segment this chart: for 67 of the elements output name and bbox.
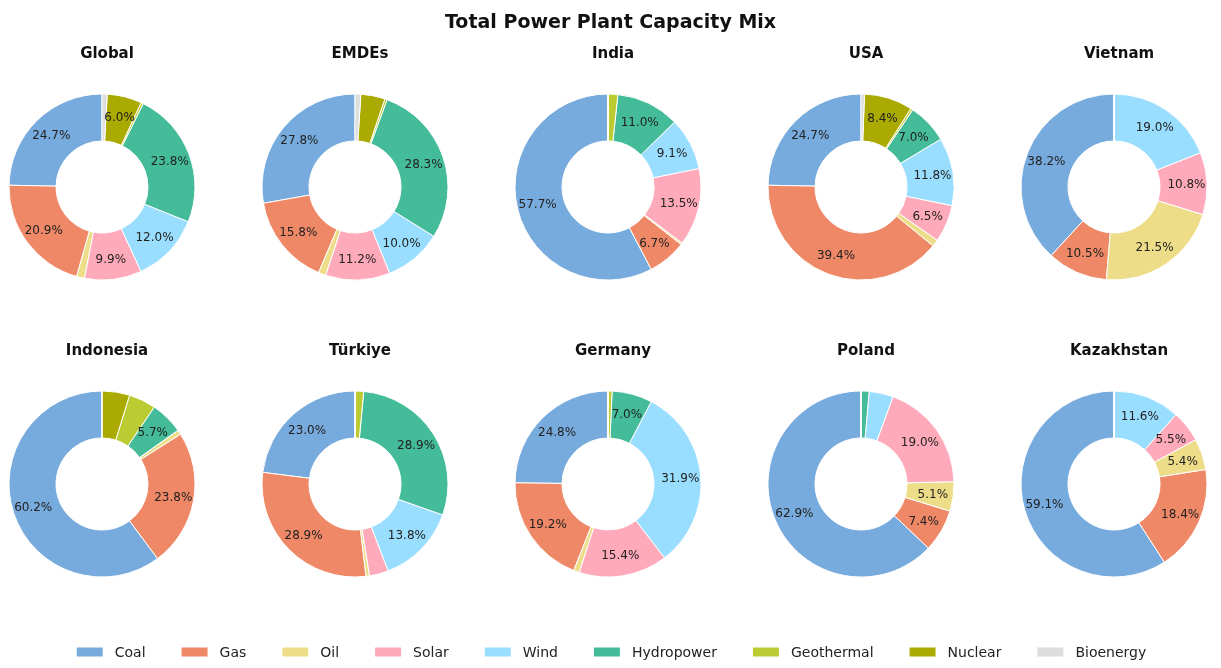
- legend-label: Bioenergy: [1075, 644, 1147, 660]
- data-label: 5.4%: [1167, 453, 1198, 468]
- data-label: 62.9%: [775, 505, 814, 520]
- data-label: 7.0%: [611, 407, 643, 422]
- slice-label: Vietnam: [1083, 43, 1155, 62]
- data-label: 23.0%: [287, 422, 327, 437]
- data-label: 19.0%: [1135, 120, 1174, 135]
- data-label: 39.4%: [816, 248, 856, 263]
- slice-label: EMDEs: [331, 43, 389, 62]
- data-label: 28.9%: [284, 528, 323, 543]
- data-label: 8.4%: [867, 110, 898, 125]
- data-label: 20.9%: [24, 223, 63, 238]
- data-label: 5.1%: [917, 486, 949, 501]
- data-label: 21.5%: [1135, 240, 1174, 255]
- data-label: 12.0%: [135, 229, 174, 244]
- slice-label: Kazakhstan: [1069, 340, 1169, 359]
- data-label: 11.8%: [913, 167, 952, 182]
- data-label: 28.9%: [397, 437, 436, 452]
- data-label: 7.4%: [908, 513, 939, 528]
- data-label: 6.7%: [639, 235, 670, 250]
- data-label: 23.8%: [150, 154, 189, 169]
- legend-label: Solar: [413, 644, 449, 660]
- data-label: 10.0%: [382, 235, 421, 250]
- data-label: 19.2%: [528, 517, 567, 532]
- slice-label: Global: [80, 43, 134, 62]
- data-label: 24.7%: [791, 128, 830, 143]
- data-label: 15.8%: [279, 225, 318, 240]
- slice-label: Türkiye: [329, 340, 391, 359]
- chart-title: Total Power Plant Capacity Mix: [444, 9, 777, 32]
- data-label: 23.8%: [154, 490, 193, 505]
- data-label: 15.4%: [601, 548, 640, 563]
- data-label: 10.5%: [1065, 246, 1105, 261]
- data-label: 38.2%: [1027, 153, 1066, 168]
- data-label: 59.1%: [1025, 497, 1064, 512]
- data-label: 9.9%: [95, 251, 127, 266]
- data-label: 10.8%: [1167, 177, 1206, 192]
- data-label: 13.8%: [387, 527, 426, 542]
- legend-label: Hydropower: [631, 644, 718, 660]
- data-label: 9.1%: [656, 146, 688, 161]
- data-label: 19.0%: [900, 434, 939, 449]
- data-label: 60.2%: [14, 499, 53, 514]
- data-label: 11.0%: [620, 114, 659, 129]
- legend-label: Gas: [219, 644, 247, 660]
- data-label: 27.8%: [280, 133, 319, 148]
- data-label: 24.8%: [538, 425, 577, 440]
- data-label: 13.5%: [659, 196, 698, 211]
- slice-label: Germany: [574, 340, 652, 359]
- data-label: 5.7%: [137, 425, 169, 440]
- data-label: 31.9%: [661, 470, 700, 485]
- legend-label: Coal: [114, 644, 146, 660]
- slice-label: Indonesia: [65, 340, 149, 359]
- legend-label: Nuclear: [947, 644, 1002, 660]
- data-label: 11.6%: [1120, 409, 1159, 424]
- data-label: 57.7%: [518, 197, 557, 212]
- slice-label: India: [591, 43, 635, 62]
- legend-label: Geothermal: [790, 644, 874, 660]
- data-label: 28.3%: [404, 156, 443, 171]
- data-label: 6.5%: [912, 208, 943, 223]
- legend-label: Wind: [522, 644, 558, 660]
- data-label: 18.4%: [1161, 506, 1200, 521]
- data-label: 5.5%: [1155, 432, 1187, 447]
- legend-label: Oil: [320, 644, 340, 660]
- data-label: 24.7%: [32, 128, 71, 143]
- data-label: 7.0%: [898, 130, 929, 145]
- slice-label: Poland: [837, 340, 895, 359]
- data-label: 11.2%: [338, 252, 377, 267]
- slice-label: USA: [848, 43, 884, 62]
